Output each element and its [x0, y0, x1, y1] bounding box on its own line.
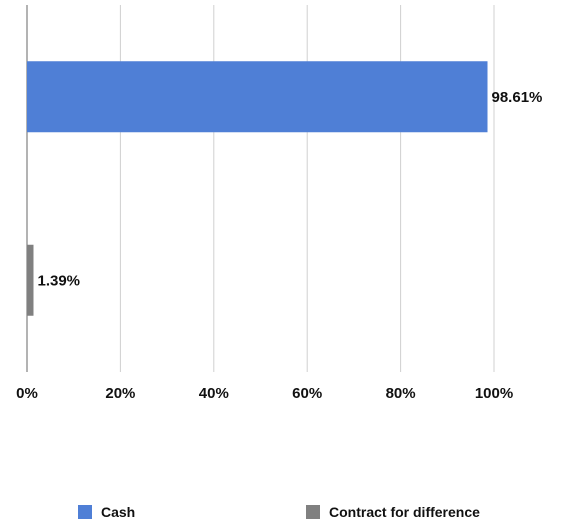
legend-label: Cash: [101, 504, 135, 520]
x-tick-label: 100%: [475, 385, 513, 402]
x-tick-label: 40%: [199, 385, 229, 402]
legend-swatch: [78, 505, 92, 519]
x-tick-label: 60%: [292, 385, 322, 402]
gridlines: [26, 5, 495, 372]
x-tick-label: 0%: [16, 385, 38, 402]
data-label: 1.39%: [37, 272, 80, 289]
bars: [27, 61, 488, 316]
x-tick-label: 80%: [386, 385, 416, 402]
data-labels: 98.61% 1.39%: [37, 89, 542, 290]
legend: Cash Contract for difference: [78, 504, 480, 520]
legend-label: Contract for difference: [329, 504, 480, 520]
bar-contract-for-difference: [27, 244, 34, 316]
legend-swatch: [306, 505, 320, 519]
x-tick-label: 20%: [105, 385, 135, 402]
x-axis: 0% 20% 40% 60% 80% 100%: [16, 385, 513, 402]
bar-cash: [27, 61, 488, 133]
data-label: 98.61%: [492, 89, 543, 106]
